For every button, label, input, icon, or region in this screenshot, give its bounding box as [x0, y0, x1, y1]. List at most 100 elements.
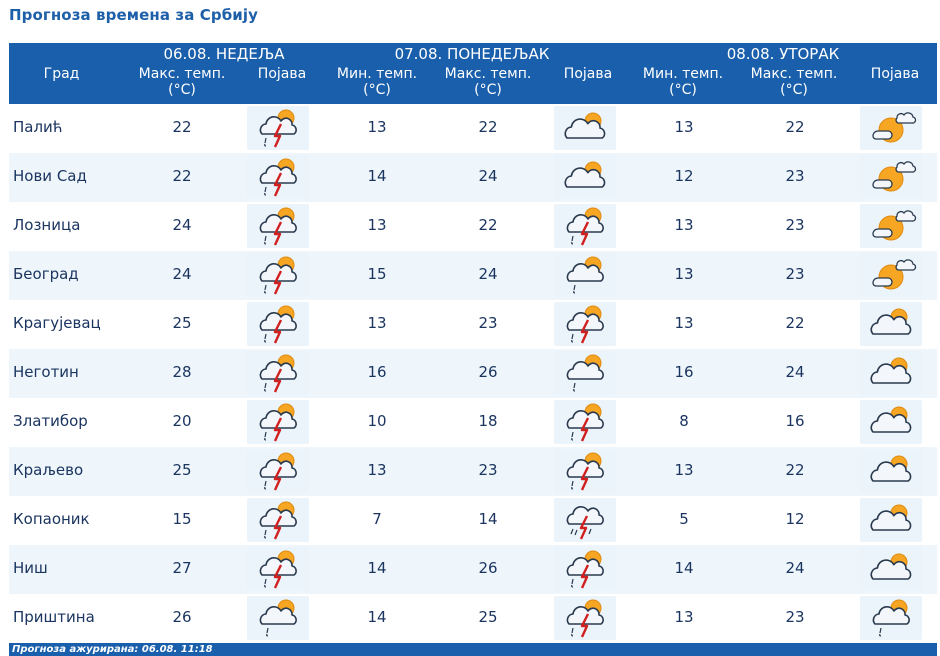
thunderstorm-icon [554, 302, 616, 346]
light-rain-icon [554, 351, 616, 395]
day-2-max-temp: 24 [478, 167, 498, 185]
thunderstorm-icon [554, 596, 616, 640]
day-1-max-temp: 24 [172, 216, 192, 234]
day-2-max-temp: 14 [478, 510, 498, 528]
day-3-min-temp: 13 [674, 118, 694, 136]
thunderstorm-icon [247, 106, 309, 150]
day-3-min-temp: 14 [674, 559, 694, 577]
day-3-min-temp: 5 [679, 510, 689, 528]
mostly-sunny-icon [860, 204, 922, 248]
day-1-max-temp: 20 [172, 412, 192, 430]
light-rain-icon [860, 596, 922, 640]
partly-cloudy-icon [554, 155, 616, 199]
mostly-sunny-icon [860, 155, 922, 199]
city-name: Приштина [13, 608, 95, 626]
update-footer: Прогноза ажурирана: 06.08. 11:18 [9, 643, 937, 656]
partly-cloudy-icon [860, 449, 922, 493]
thunderstorm-icon [247, 547, 309, 591]
day-3-max-temp: 23 [785, 167, 805, 185]
day-3-min-temp: 13 [674, 216, 694, 234]
day-1-max-temp: 22 [172, 167, 192, 185]
day-2-min-temp-header: Мин. темп. (°C) [336, 66, 418, 98]
day-3-min-temp: 13 [674, 314, 694, 332]
day-1-max-temp: 15 [172, 510, 192, 528]
light-rain-icon [554, 253, 616, 297]
thunderstorm-icon [247, 449, 309, 493]
mostly-sunny-icon [860, 253, 922, 297]
thunderstorm-icon [247, 302, 309, 346]
day-3-min-temp: 13 [674, 265, 694, 283]
day-3-min-temp: 16 [674, 363, 694, 381]
day-3-min-temp: 12 [674, 167, 694, 185]
day-3-min-temp: 13 [674, 608, 694, 626]
thunderstorm-icon [247, 204, 309, 248]
day-2-date: 07.08. ПОНЕДЕЉАК [394, 45, 550, 63]
table-row: Нови Сад 22 14 24 12 23 [9, 153, 937, 202]
day-1-max-temp: 27 [172, 559, 192, 577]
day-3-max-temp: 23 [785, 608, 805, 626]
city-name: Златибор [13, 412, 88, 430]
day-2-min-temp: 14 [367, 559, 387, 577]
day-3-date: 08.08. УТОРАК [726, 45, 840, 63]
day-2-min-temp: 16 [367, 363, 387, 381]
day-2-min-temp: 13 [367, 118, 387, 136]
day-1-max-temp: 24 [172, 265, 192, 283]
page-title: Прогноза времена за Србију [9, 6, 259, 24]
day-1-date: 06.08. НЕДЕЉА [163, 45, 285, 63]
partly-cloudy-icon [860, 351, 922, 395]
forecast-table: Град 06.08. НЕДЕЉА Макс. темп. (°C) Поја… [9, 43, 937, 643]
table-row: Приштина 26 14 25 13 23 [9, 594, 937, 643]
day-1-max-temp: 22 [172, 118, 192, 136]
day-2-min-temp: 14 [367, 167, 387, 185]
day-3-max-temp-header: Макс. темп. (°C) [750, 66, 838, 98]
partly-cloudy-icon [860, 498, 922, 542]
mostly-sunny-icon [860, 106, 922, 150]
day-1-max-temp: 28 [172, 363, 192, 381]
cloudy-thunderstorm-icon [554, 498, 616, 542]
day-3-weather-header: Појава [870, 66, 920, 82]
table-body: Палић 22 13 22 13 22 Нови Сад 22 14 24 12 23 Лозница… [9, 104, 937, 643]
city-name: Лозница [13, 216, 81, 234]
table-row: Крагујевац 25 13 23 13 22 [9, 300, 937, 349]
table-row: Краљево 25 13 23 13 22 [9, 447, 937, 496]
day-2-min-temp: 15 [367, 265, 387, 283]
day-2-weather-header: Појава [563, 66, 613, 82]
table-header: Град 06.08. НЕДЕЉА Макс. темп. (°C) Поја… [9, 43, 937, 104]
thunderstorm-icon [554, 204, 616, 248]
day-3-max-temp: 24 [785, 559, 805, 577]
table-row: Лозница 24 13 22 13 23 [9, 202, 937, 251]
day-2-max-temp: 23 [478, 314, 498, 332]
day-2-min-temp: 14 [367, 608, 387, 626]
table-row: Ниш 27 14 26 14 24 [9, 545, 937, 594]
city-name: Београд [13, 265, 79, 283]
city-name: Крагујевац [13, 314, 101, 332]
thunderstorm-icon [247, 400, 309, 444]
day-2-max-temp: 26 [478, 559, 498, 577]
table-row: Златибор 20 10 18 8 16 [9, 398, 937, 447]
city-name: Краљево [13, 461, 84, 479]
thunderstorm-icon [554, 547, 616, 591]
day-3-max-temp: 24 [785, 363, 805, 381]
thunderstorm-icon [554, 400, 616, 444]
day-3-max-temp: 16 [785, 412, 805, 430]
city-column-header: Град [43, 66, 80, 82]
day-2-min-temp: 13 [367, 461, 387, 479]
day-3-max-temp: 23 [785, 216, 805, 234]
table-row: Копаоник 15 7 14 5 12 [9, 496, 937, 545]
partly-cloudy-icon [860, 302, 922, 346]
day-2-min-temp: 13 [367, 314, 387, 332]
day-1-max-temp-header: Макс. темп. (°C) [138, 66, 226, 98]
day-2-min-temp: 10 [367, 412, 387, 430]
day-2-max-temp: 23 [478, 461, 498, 479]
light-rain-icon [247, 596, 309, 640]
day-3-max-temp: 12 [785, 510, 805, 528]
day-1-max-temp: 25 [172, 461, 192, 479]
day-3-max-temp: 22 [785, 461, 805, 479]
city-name: Копаоник [13, 510, 90, 528]
day-2-max-temp: 25 [478, 608, 498, 626]
thunderstorm-icon [247, 498, 309, 542]
day-1-weather-header: Појава [257, 66, 307, 82]
partly-cloudy-icon [860, 400, 922, 444]
day-3-min-temp: 8 [679, 412, 689, 430]
day-2-max-temp: 26 [478, 363, 498, 381]
